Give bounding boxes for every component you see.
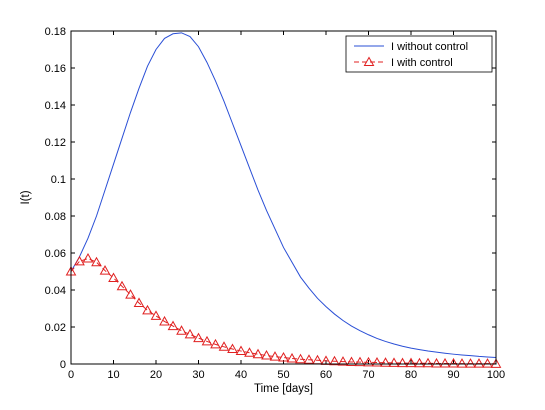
data-point xyxy=(218,341,230,351)
data-point xyxy=(439,357,451,368)
data-point xyxy=(133,297,145,307)
data-point xyxy=(210,338,221,349)
data-point xyxy=(244,347,255,357)
x-axis-label: Time [days] xyxy=(254,383,313,395)
data-point xyxy=(431,357,442,368)
x-tick-label: 60 xyxy=(320,369,332,381)
plot-area xyxy=(71,31,496,364)
data-point xyxy=(142,304,153,315)
y-tick-label: 0.06 xyxy=(45,248,66,260)
y-tick-labels: 0 0.02 0.04 0.06 0.08 0.1 0.12 0.14 0.16 0.18 xyxy=(45,26,66,371)
x-tick-label: 30 xyxy=(192,369,204,381)
plot-frame xyxy=(70,30,497,365)
y-tick-label: 0.12 xyxy=(45,137,66,149)
data-point xyxy=(295,353,306,364)
data-point xyxy=(74,255,85,266)
data-point xyxy=(125,289,136,299)
x-tick-label: 20 xyxy=(150,369,162,381)
x-tick-label: 10 xyxy=(107,369,119,381)
data-point xyxy=(286,352,298,363)
data-point xyxy=(346,356,357,366)
data-point xyxy=(227,343,238,354)
data-point xyxy=(201,335,213,346)
data-point xyxy=(82,253,94,263)
legend: I without control I with control xyxy=(345,35,493,73)
data-point xyxy=(116,280,128,291)
legend-label-without-control: I without control xyxy=(391,41,468,53)
x-tick-label: 100 xyxy=(487,369,505,381)
data-point xyxy=(422,357,434,368)
data-point xyxy=(371,357,383,367)
data-point xyxy=(303,354,315,364)
x-tick-label: 40 xyxy=(235,369,247,381)
y-tick-label: 0.18 xyxy=(45,26,66,38)
data-point xyxy=(482,358,493,368)
y-tick-label: 0 xyxy=(60,359,66,371)
data-point xyxy=(278,352,289,362)
data-point xyxy=(490,358,502,368)
y-tick-label: 0.02 xyxy=(45,322,66,334)
data-point xyxy=(448,357,459,368)
data-point xyxy=(473,358,485,368)
data-point xyxy=(363,356,374,367)
y-tick-label: 0.16 xyxy=(45,63,66,75)
legend-label-with-control: I with control xyxy=(391,57,453,69)
data-point xyxy=(235,345,247,356)
x-tick-label: 70 xyxy=(362,369,374,381)
y-tick-label: 0.04 xyxy=(45,285,66,297)
data-point xyxy=(167,320,179,331)
data-point xyxy=(184,328,196,339)
y-tick-label: 0.1 xyxy=(51,174,66,186)
y-tick-label: 0.08 xyxy=(45,211,66,223)
series-line-0 xyxy=(70,32,497,359)
data-point xyxy=(465,358,476,368)
data-point xyxy=(354,356,366,367)
x-tick-label: 0 xyxy=(68,369,74,381)
data-point xyxy=(193,332,204,343)
data-point xyxy=(456,358,468,368)
x-tick-labels: 0 10 20 30 40 50 60 70 80 90 100 xyxy=(68,369,505,381)
data-point xyxy=(397,357,408,368)
data-point xyxy=(337,356,349,366)
data-point xyxy=(414,357,425,368)
y-axis-label: I(t) xyxy=(20,190,32,204)
x-tick-label: 80 xyxy=(405,369,417,381)
legend-marker-with-control xyxy=(363,56,375,66)
data-point xyxy=(159,315,170,326)
x-tick-label: 90 xyxy=(447,369,459,381)
data-point xyxy=(329,355,340,366)
x-tick-label: 50 xyxy=(277,369,289,381)
data-point xyxy=(380,357,391,367)
series-layer xyxy=(65,32,502,368)
data-point xyxy=(388,357,400,367)
data-point xyxy=(405,357,417,368)
y-tick-label: 0.14 xyxy=(45,100,66,112)
data-point xyxy=(91,256,102,267)
data-point xyxy=(252,348,264,359)
data-point xyxy=(108,272,119,282)
data-point xyxy=(176,325,187,335)
data-point xyxy=(150,310,162,320)
data-point xyxy=(99,265,111,275)
data-point xyxy=(269,351,281,361)
data-point xyxy=(261,349,272,360)
